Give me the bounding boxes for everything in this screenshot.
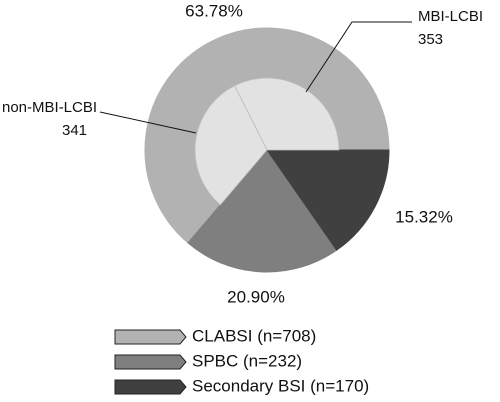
leader-line	[99, 111, 197, 134]
pie-slice	[266, 149, 390, 251]
leader-line	[305, 21, 412, 93]
inner-label: MBI-LCBI	[418, 8, 483, 25]
legend-label: SPBC (n=232)	[192, 351, 302, 370]
inner-value: 353	[418, 31, 443, 48]
pie-slice	[187, 149, 338, 273]
legend-label: CLABSI (n=708)	[192, 326, 316, 345]
percent-label: 63.78%	[185, 1, 243, 20]
inner-slice	[194, 85, 268, 206]
inner-slice	[234, 77, 340, 151]
legend-swatch	[114, 354, 187, 370]
percent-label: 15.32%	[395, 207, 453, 226]
percent-label: 20.90%	[227, 287, 285, 306]
legend-label: Secondary BSI (n=170)	[192, 376, 369, 395]
legend-swatch	[114, 379, 187, 395]
legend-swatch	[114, 329, 187, 345]
inner-value: 341	[62, 122, 87, 139]
inner-label: non-MBI-LCBI	[2, 99, 97, 116]
